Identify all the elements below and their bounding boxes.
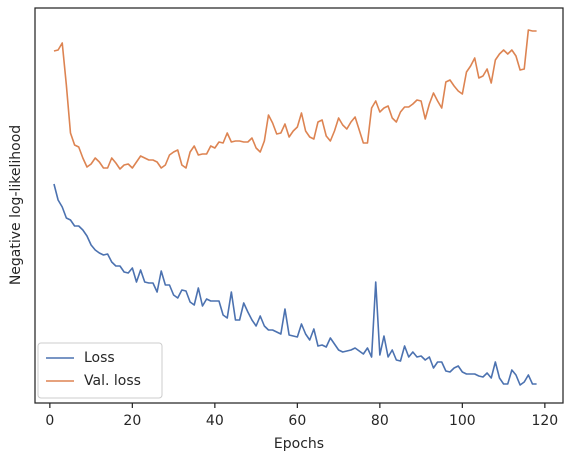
x-tick-label: 20 xyxy=(123,413,141,429)
legend-box xyxy=(37,342,163,399)
line-series xyxy=(53,183,537,386)
plot-frame xyxy=(34,7,564,404)
legend-label: Val. loss xyxy=(84,373,141,389)
x-tick-label: 60 xyxy=(288,413,306,429)
x-tick-label: 40 xyxy=(206,413,224,429)
y-axis-label: Negative log-likelihood xyxy=(8,125,24,285)
x-tick-label: 120 xyxy=(531,413,558,429)
x-tick-label: 80 xyxy=(371,413,389,429)
line-series xyxy=(53,29,537,170)
legend-label: Loss xyxy=(84,350,115,366)
x-axis-label: Epochs xyxy=(274,436,324,452)
x-tick-label: 0 xyxy=(45,413,54,429)
x-tick-label: 100 xyxy=(449,413,476,429)
